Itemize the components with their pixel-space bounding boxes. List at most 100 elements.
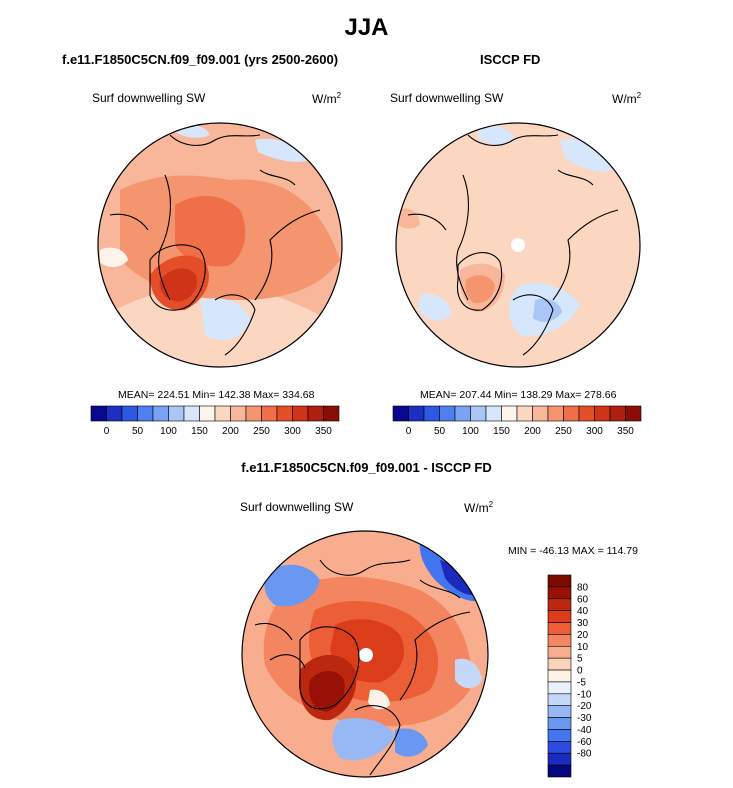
obs-colorbar-swatch	[532, 405, 549, 422]
model-colorbar-tick-label: 300	[284, 426, 301, 437]
model-polar-map	[97, 122, 343, 368]
obs-colorbar-swatch	[547, 405, 564, 422]
obs-colorbar-swatch	[439, 405, 456, 422]
diff-colorbar-tick-label: 30	[577, 618, 589, 629]
model-colorbar-tick-label: 50	[132, 426, 144, 437]
model-colorbar-tick-label: 200	[222, 426, 239, 437]
model-colorbar-swatch	[230, 405, 247, 422]
model-colorbar-swatch	[245, 405, 262, 422]
model-colorbar-swatch	[292, 405, 309, 422]
diff-colorbar-tick-label: 0	[577, 666, 583, 677]
diff-colorbar-tick-label: -30	[577, 713, 592, 724]
diff-colorbar-swatch	[547, 645, 572, 659]
obs-colorbar-tick-label: 150	[493, 426, 510, 437]
obs-colorbar-tick-label: 0	[406, 426, 412, 437]
obs-colorbar-swatch	[501, 405, 518, 422]
obs-colorbar-swatch	[594, 405, 611, 422]
model-colorbar-swatch	[121, 405, 138, 422]
model-colorbar-swatch	[214, 405, 231, 422]
diff-colorbar-tick-label: -10	[577, 689, 592, 700]
diff-colorbar-tick-label: -5	[577, 677, 586, 688]
obs-colorbar-swatch	[423, 405, 440, 422]
obs-colorbar-tick-label: 200	[524, 426, 541, 437]
model-colorbar-tick-label: 250	[253, 426, 270, 437]
obs-colorbar-tick-label: 300	[586, 426, 603, 437]
obs-colorbar-tick-label: 350	[617, 426, 634, 437]
model-colorbar-swatch	[137, 405, 154, 422]
obs-colorbar-swatch	[563, 405, 580, 422]
diff-colorbar-tick-label: -60	[577, 737, 592, 748]
diff-panel-title: f.e11.F1850C5CN.f09_f09.001 - ISCCP FD	[241, 460, 492, 475]
model-colorbar-swatch	[90, 405, 107, 422]
obs-stats: MEAN= 207.44 Min= 138.29 Max= 278.66	[420, 389, 617, 401]
model-colorbar-swatch	[106, 405, 123, 422]
diff-colorbar-swatch	[547, 729, 572, 742]
obs-colorbar: 0 50 100 150 200 250 300 350	[392, 405, 642, 437]
diff-colorbar-tick-label: -20	[577, 701, 592, 712]
obs-variable-label: Surf downwelling SW	[390, 91, 504, 105]
obs-colorbar-swatch	[609, 405, 626, 422]
model-colorbar-swatch	[152, 405, 169, 422]
diff-colorbar-swatch	[547, 586, 572, 600]
diff-colorbar-swatch	[547, 752, 572, 766]
diff-colorbar-swatch	[547, 622, 572, 635]
model-colorbar-swatch	[323, 405, 340, 422]
diff-colorbar-tick-label: -80	[577, 749, 592, 760]
model-colorbar: 0 50 100 150 200 250 300 350	[90, 405, 340, 437]
obs-colorbar-swatch	[408, 405, 425, 422]
model-panel-title: f.e11.F1850C5CN.f09_f09.001 (yrs 2500-26…	[62, 52, 339, 67]
diff-colorbar-swatch	[547, 634, 572, 647]
diff-colorbar-swatch	[547, 693, 572, 707]
obs-colorbar-swatch	[625, 405, 642, 422]
figure-title: JJA	[344, 14, 389, 41]
diff-colorbar-tick-label: 10	[577, 642, 589, 653]
obs-colorbar-swatch	[454, 405, 471, 422]
diff-colorbar-swatch	[547, 681, 572, 695]
diff-colorbar-tick-label: -40	[577, 725, 592, 736]
model-variable-label: Surf downwelling SW	[92, 91, 206, 105]
diff-colorbar-swatch	[547, 669, 572, 683]
model-colorbar-tick-label: 100	[160, 426, 177, 437]
diff-colorbar-tick-label: 80	[577, 582, 589, 593]
diff-colorbar-tick-label: 60	[577, 594, 589, 605]
obs-colorbar-swatch	[578, 405, 595, 422]
model-colorbar-swatch	[168, 405, 185, 422]
model-stats: MEAN= 224.51 Min= 142.38 Max= 334.68	[118, 389, 315, 401]
diff-colorbar-swatch	[547, 598, 572, 611]
diff-colorbar-tick-label: 40	[577, 606, 589, 617]
diff-colorbar-swatch	[547, 610, 572, 623]
obs-units-label: W/m2	[612, 91, 642, 106]
model-colorbar-tick-label: 350	[315, 426, 332, 437]
diff-units-label: W/m2	[464, 500, 494, 515]
obs-colorbar-swatch	[516, 405, 533, 422]
model-units-label: W/m2	[312, 91, 342, 106]
obs-colorbar-tick-label: 250	[555, 426, 572, 437]
obs-panel-title: ISCCP FD	[480, 52, 541, 67]
diff-colorbar-tick-label: 5	[577, 654, 583, 665]
diff-colorbar-tick-label: 20	[577, 630, 589, 641]
diff-variable-label: Surf downwelling SW	[240, 500, 354, 514]
model-colorbar-tick-label: 150	[191, 426, 208, 437]
model-colorbar-swatch	[276, 405, 293, 422]
model-colorbar-swatch	[183, 405, 200, 422]
diff-colorbar-swatch	[547, 657, 572, 671]
obs-colorbar-tick-label: 50	[434, 426, 446, 437]
model-colorbar-tick-label: 0	[104, 426, 110, 437]
obs-colorbar-swatch	[485, 405, 502, 422]
obs-colorbar-swatch	[392, 405, 409, 422]
diff-colorbar-swatch	[547, 574, 572, 588]
diff-colorbar-swatch	[547, 764, 572, 778]
obs-colorbar-swatch	[470, 405, 487, 422]
diff-polar-map	[241, 530, 489, 778]
diff-colorbar-swatch	[547, 705, 572, 718]
diff-colorbar-swatch	[547, 717, 572, 730]
diff-stats: MIN = -46.13 MAX = 114.79	[508, 545, 638, 557]
model-colorbar-swatch	[199, 405, 216, 422]
model-colorbar-swatch	[261, 405, 278, 422]
diff-colorbar-swatch	[547, 741, 572, 754]
model-colorbar-swatch	[307, 405, 324, 422]
obs-polar-map	[395, 122, 641, 368]
obs-colorbar-tick-label: 100	[462, 426, 479, 437]
